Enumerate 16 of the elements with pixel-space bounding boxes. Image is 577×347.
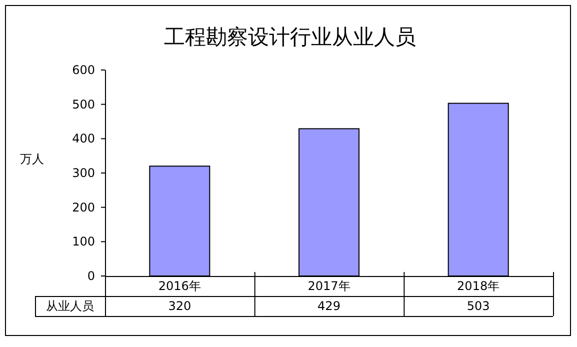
data-label: 320 <box>168 299 192 313</box>
data-label: 429 <box>318 299 340 313</box>
ytick: 0 <box>87 269 95 283</box>
ytick: 400 <box>72 132 95 146</box>
xtick: 2017年 <box>308 279 350 293</box>
xtick: 2016年 <box>158 279 201 293</box>
ytick: 200 <box>72 200 95 214</box>
title: 工程勘察设计行业从业人员 <box>164 25 416 49</box>
ytick: 500 <box>72 97 95 112</box>
xtick: 2018年 <box>457 279 500 293</box>
series-name: 从业人员 <box>46 299 94 313</box>
ylabel: 万人 <box>20 152 44 166</box>
ytick: 600 <box>72 63 95 77</box>
ytick: 300 <box>72 166 95 180</box>
data-label: 503 <box>466 299 490 313</box>
ytick: 100 <box>72 234 95 249</box>
